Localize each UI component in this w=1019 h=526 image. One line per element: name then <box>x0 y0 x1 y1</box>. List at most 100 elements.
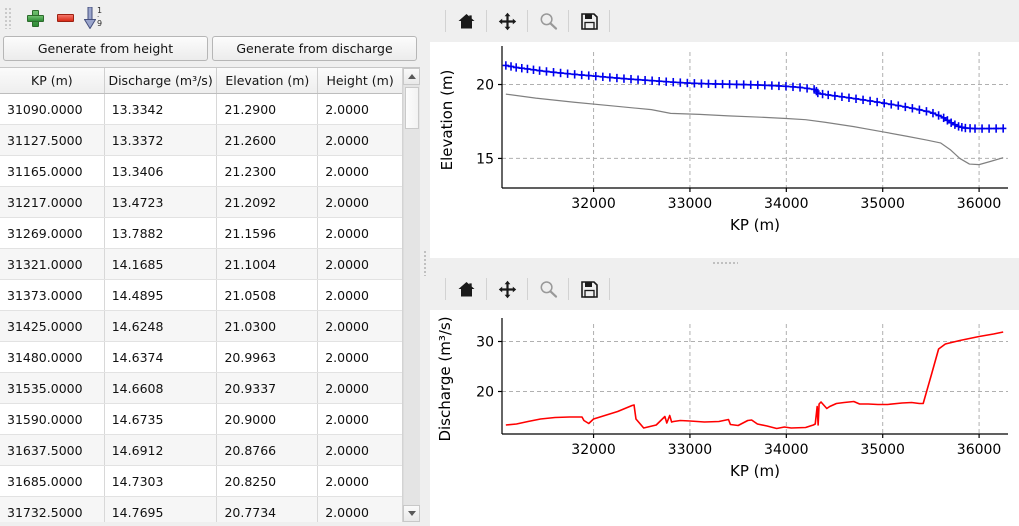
table-row[interactable]: 31480.0000 14.6374 20.9963 2.0000 <box>0 341 402 373</box>
table-cell[interactable]: 2.0000 <box>317 217 402 249</box>
table-cell[interactable]: 2.0000 <box>317 248 402 280</box>
table-cell[interactable]: 20.9337 <box>216 372 319 404</box>
add-row-button[interactable] <box>20 4 50 32</box>
table-cell[interactable]: 14.6374 <box>104 341 218 373</box>
remove-row-button[interactable] <box>50 4 80 32</box>
table-cell[interactable]: 21.2300 <box>216 155 319 187</box>
table-cell[interactable]: 21.2900 <box>216 93 319 125</box>
table-cell[interactable]: 31535.0000 <box>0 372 105 404</box>
table-cell[interactable]: 2.0000 <box>317 279 402 311</box>
table-row[interactable]: 31535.0000 14.6608 20.9337 2.0000 <box>0 372 402 404</box>
table-cell[interactable]: 2.0000 <box>317 403 402 435</box>
table-row[interactable]: 31590.0000 14.6735 20.9000 2.0000 <box>0 403 402 435</box>
table-cell[interactable]: 13.3372 <box>104 124 218 156</box>
table-cell[interactable]: 21.2600 <box>216 124 319 156</box>
table-row[interactable]: 31732.5000 14.7695 20.7734 2.0000 <box>0 496 402 522</box>
save-button-discharge[interactable] <box>574 274 604 304</box>
table-cell[interactable]: 31321.0000 <box>0 248 105 280</box>
table-cell[interactable]: 31425.0000 <box>0 310 105 342</box>
table-cell[interactable]: 2.0000 <box>317 465 402 497</box>
table-cell[interactable]: 2.0000 <box>317 93 402 125</box>
scrollbar-thumb[interactable] <box>405 87 419 129</box>
table-row[interactable]: 31217.0000 13.4723 21.2092 2.0000 <box>0 186 402 218</box>
toolbar-drag-handle[interactable] <box>4 7 12 29</box>
table-cell[interactable]: 31217.0000 <box>0 186 105 218</box>
vertical-splitter[interactable] <box>420 0 430 526</box>
elevation-canvas[interactable]: 32000 33000 34000 35000 36000 15 20 KP (m) Eleva… <box>430 42 1019 258</box>
table-cell[interactable]: 2.0000 <box>317 155 402 187</box>
scroll-down-button[interactable] <box>403 505 420 522</box>
table-cell[interactable]: 13.4723 <box>104 186 218 218</box>
table-cell[interactable]: 13.3406 <box>104 155 218 187</box>
scrollbar-track[interactable] <box>403 85 420 505</box>
table-cell[interactable]: 20.7734 <box>216 496 319 522</box>
table-cell[interactable]: 2.0000 <box>317 496 402 522</box>
table-cell[interactable]: 31269.0000 <box>0 217 105 249</box>
table-cell[interactable]: 21.1596 <box>216 217 319 249</box>
home-button-discharge[interactable] <box>451 274 481 304</box>
table-cell[interactable]: 21.1004 <box>216 248 319 280</box>
table-row[interactable]: 31425.0000 14.6248 21.0300 2.0000 <box>0 310 402 342</box>
table-cell[interactable]: 20.8250 <box>216 465 319 497</box>
column-header-3[interactable]: Height (m) <box>317 68 402 94</box>
discharge-canvas[interactable]: 32000 33000 34000 35000 36000 20 30 KP (m) Disch… <box>430 310 1019 526</box>
table-row[interactable]: 31269.0000 13.7882 21.1596 2.0000 <box>0 217 402 249</box>
table-cell[interactable]: 14.6912 <box>104 434 218 466</box>
table-cell[interactable]: 2.0000 <box>317 372 402 404</box>
generate-from-discharge-button[interactable]: Generate from discharge <box>212 36 417 61</box>
scroll-up-button[interactable] <box>403 68 420 85</box>
table-row[interactable]: 31373.0000 14.4895 21.0508 2.0000 <box>0 279 402 311</box>
zoom-button-discharge[interactable] <box>533 274 563 304</box>
table-cell[interactable]: 13.7882 <box>104 217 218 249</box>
table-cell[interactable]: 14.7695 <box>104 496 218 522</box>
table-cell[interactable]: 31373.0000 <box>0 279 105 311</box>
home-button-elevation[interactable] <box>451 6 481 36</box>
table-cell[interactable]: 20.9000 <box>216 403 319 435</box>
table-cell[interactable]: 20.8766 <box>216 434 319 466</box>
column-header-1[interactable]: Discharge (m³/s) <box>104 68 218 94</box>
save-button-elevation[interactable] <box>574 6 604 36</box>
table-cell[interactable]: 21.0300 <box>216 310 319 342</box>
generate-from-height-button[interactable]: Generate from height <box>3 36 208 61</box>
table-cell[interactable]: 31480.0000 <box>0 341 105 373</box>
pan-icon <box>498 280 516 298</box>
table-cell[interactable]: 2.0000 <box>317 341 402 373</box>
table-row[interactable]: 31127.5000 13.3372 21.2600 2.0000 <box>0 124 402 156</box>
table-cell[interactable]: 2.0000 <box>317 434 402 466</box>
table-row[interactable]: 31321.0000 14.1685 21.1004 2.0000 <box>0 248 402 280</box>
table-cell[interactable]: 21.0508 <box>216 279 319 311</box>
table-cell[interactable]: 14.4895 <box>104 279 218 311</box>
table-cell[interactable]: 31090.0000 <box>0 93 105 125</box>
table-cell[interactable]: 2.0000 <box>317 124 402 156</box>
table-row[interactable]: 31165.0000 13.3406 21.2300 2.0000 <box>0 155 402 187</box>
svg-text:Elevation (m): Elevation (m) <box>438 70 456 171</box>
table-cell[interactable]: 31165.0000 <box>0 155 105 187</box>
table-cell[interactable]: 21.2092 <box>216 186 319 218</box>
table-cell[interactable]: 31637.5000 <box>0 434 105 466</box>
table-cell[interactable]: 31127.5000 <box>0 124 105 156</box>
zoom-button-elevation[interactable] <box>533 6 563 36</box>
table-cell[interactable]: 14.6735 <box>104 403 218 435</box>
pan-button-discharge[interactable] <box>492 274 522 304</box>
table-cell[interactable]: 2.0000 <box>317 310 402 342</box>
column-header-0[interactable]: KP (m) <box>0 68 105 94</box>
table-cell[interactable]: 14.1685 <box>104 248 218 280</box>
sort-descending-button[interactable]: 1 · 9 <box>80 4 110 32</box>
horizontal-splitter[interactable] <box>430 258 1019 268</box>
table-cell[interactable]: 31590.0000 <box>0 403 105 435</box>
table-row[interactable]: 31637.5000 14.6912 20.8766 2.0000 <box>0 434 402 466</box>
table-cell[interactable]: 13.3342 <box>104 93 218 125</box>
table-row[interactable]: 31685.0000 14.7303 20.8250 2.0000 <box>0 465 402 497</box>
pan-button-elevation[interactable] <box>492 6 522 36</box>
column-header-2[interactable]: Elevation (m) <box>216 68 319 94</box>
table-header-row: KP (m) Discharge (m³/s) Elevation (m) Heigh… <box>0 68 402 94</box>
table-cell[interactable]: 31685.0000 <box>0 465 105 497</box>
table-cell[interactable]: 20.9963 <box>216 341 319 373</box>
table-cell[interactable]: 14.7303 <box>104 465 218 497</box>
table-vertical-scrollbar[interactable] <box>402 68 420 522</box>
table-cell[interactable]: 14.6608 <box>104 372 218 404</box>
table-cell[interactable]: 2.0000 <box>317 186 402 218</box>
table-cell[interactable]: 31732.5000 <box>0 496 105 522</box>
table-row[interactable]: 31090.0000 13.3342 21.2900 2.0000 <box>0 93 402 125</box>
table-cell[interactable]: 14.6248 <box>104 310 218 342</box>
